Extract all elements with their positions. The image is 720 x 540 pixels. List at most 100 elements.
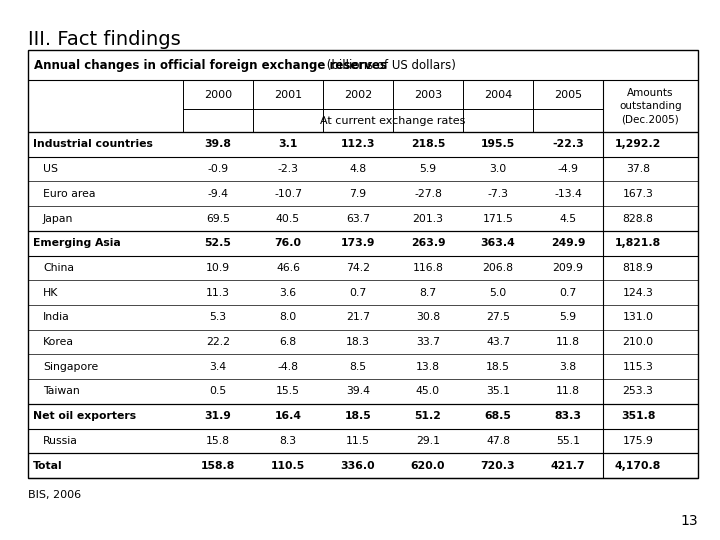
Bar — [28, 50, 698, 478]
Text: 63.7: 63.7 — [346, 213, 370, 224]
Text: 112.3: 112.3 — [341, 139, 375, 150]
Text: (billions of US dollars): (billions of US dollars) — [323, 58, 456, 71]
Text: 2001: 2001 — [274, 90, 302, 99]
Text: 8.3: 8.3 — [279, 436, 297, 446]
Text: 46.6: 46.6 — [276, 263, 300, 273]
Text: 620.0: 620.0 — [410, 461, 445, 471]
Text: 5.9: 5.9 — [420, 164, 436, 174]
Text: 76.0: 76.0 — [274, 238, 302, 248]
Text: 167.3: 167.3 — [623, 189, 654, 199]
Text: -9.4: -9.4 — [207, 189, 228, 199]
Text: 68.5: 68.5 — [485, 411, 511, 421]
Text: 8.7: 8.7 — [420, 288, 436, 298]
Text: -4.9: -4.9 — [557, 164, 578, 174]
Text: 253.3: 253.3 — [623, 387, 654, 396]
Text: -10.7: -10.7 — [274, 189, 302, 199]
Text: 351.8: 351.8 — [621, 411, 655, 421]
Text: Euro area: Euro area — [43, 189, 96, 199]
Text: BIS, 2006: BIS, 2006 — [28, 490, 81, 500]
Text: 8.5: 8.5 — [349, 362, 366, 372]
Text: 218.5: 218.5 — [411, 139, 445, 150]
Text: 83.3: 83.3 — [554, 411, 582, 421]
Text: Taiwan: Taiwan — [43, 387, 80, 396]
Text: 249.9: 249.9 — [551, 238, 585, 248]
Text: Industrial countries: Industrial countries — [33, 139, 153, 150]
Text: 33.7: 33.7 — [416, 337, 440, 347]
Text: 421.7: 421.7 — [551, 461, 585, 471]
Text: 2005: 2005 — [554, 90, 582, 99]
Text: 195.5: 195.5 — [481, 139, 515, 150]
Text: 11.8: 11.8 — [556, 387, 580, 396]
Text: 11.3: 11.3 — [206, 288, 230, 298]
Text: At current exchange rates: At current exchange rates — [320, 116, 466, 126]
Text: 5.3: 5.3 — [210, 312, 227, 322]
Text: 55.1: 55.1 — [556, 436, 580, 446]
Text: 51.2: 51.2 — [415, 411, 441, 421]
Text: 209.9: 209.9 — [552, 263, 583, 273]
Text: 21.7: 21.7 — [346, 312, 370, 322]
Text: 31.9: 31.9 — [204, 411, 231, 421]
Text: 40.5: 40.5 — [276, 213, 300, 224]
Text: 16.4: 16.4 — [274, 411, 302, 421]
Text: 173.9: 173.9 — [341, 238, 375, 248]
Text: Russia: Russia — [43, 436, 78, 446]
Text: Amounts
outstanding
(Dec.2005): Amounts outstanding (Dec.2005) — [619, 88, 682, 124]
Text: 35.1: 35.1 — [486, 387, 510, 396]
Text: 5.9: 5.9 — [559, 312, 577, 322]
Text: 5.0: 5.0 — [490, 288, 507, 298]
Text: 6.8: 6.8 — [279, 337, 297, 347]
Text: 4,170.8: 4,170.8 — [615, 461, 661, 471]
Text: 2000: 2000 — [204, 90, 232, 99]
Text: Total: Total — [33, 461, 63, 471]
Text: 10.9: 10.9 — [206, 263, 230, 273]
Text: 52.5: 52.5 — [204, 238, 231, 248]
Text: -4.8: -4.8 — [277, 362, 299, 372]
Text: 3.0: 3.0 — [490, 164, 507, 174]
Text: 43.7: 43.7 — [486, 337, 510, 347]
Text: 13.8: 13.8 — [416, 362, 440, 372]
Text: 18.5: 18.5 — [486, 362, 510, 372]
Text: 116.8: 116.8 — [413, 263, 444, 273]
Text: 11.5: 11.5 — [346, 436, 370, 446]
Text: 828.8: 828.8 — [623, 213, 654, 224]
Text: 3.8: 3.8 — [559, 362, 577, 372]
Text: US: US — [43, 164, 58, 174]
Text: 4.8: 4.8 — [349, 164, 366, 174]
Text: 1,292.2: 1,292.2 — [615, 139, 661, 150]
Text: 171.5: 171.5 — [482, 213, 513, 224]
Text: Japan: Japan — [43, 213, 73, 224]
Text: 15.8: 15.8 — [206, 436, 230, 446]
Text: 2002: 2002 — [344, 90, 372, 99]
Text: 3.4: 3.4 — [210, 362, 227, 372]
Text: 0.7: 0.7 — [349, 288, 366, 298]
Text: 4.5: 4.5 — [559, 213, 577, 224]
Text: 3.1: 3.1 — [279, 139, 297, 150]
Text: -22.3: -22.3 — [552, 139, 584, 150]
Text: 336.0: 336.0 — [341, 461, 375, 471]
Text: China: China — [43, 263, 74, 273]
Text: 74.2: 74.2 — [346, 263, 370, 273]
Text: 8.0: 8.0 — [279, 312, 297, 322]
Text: 0.5: 0.5 — [210, 387, 227, 396]
Text: 37.8: 37.8 — [626, 164, 650, 174]
Text: HK: HK — [43, 288, 58, 298]
Text: Net oil exporters: Net oil exporters — [33, 411, 136, 421]
Text: 29.1: 29.1 — [416, 436, 440, 446]
Text: 39.8: 39.8 — [204, 139, 231, 150]
Text: 1,821.8: 1,821.8 — [615, 238, 661, 248]
Text: 131.0: 131.0 — [623, 312, 654, 322]
Text: -13.4: -13.4 — [554, 189, 582, 199]
Text: III. Fact findings: III. Fact findings — [28, 30, 181, 49]
Text: 201.3: 201.3 — [413, 213, 444, 224]
Text: 2004: 2004 — [484, 90, 512, 99]
Text: 7.9: 7.9 — [349, 189, 366, 199]
Text: 69.5: 69.5 — [206, 213, 230, 224]
Text: 47.8: 47.8 — [486, 436, 510, 446]
Text: 210.0: 210.0 — [622, 337, 654, 347]
Text: -7.3: -7.3 — [487, 189, 508, 199]
Text: 13: 13 — [680, 514, 698, 528]
Text: 206.8: 206.8 — [482, 263, 513, 273]
Text: 39.4: 39.4 — [346, 387, 370, 396]
Text: 2003: 2003 — [414, 90, 442, 99]
Text: India: India — [43, 312, 70, 322]
